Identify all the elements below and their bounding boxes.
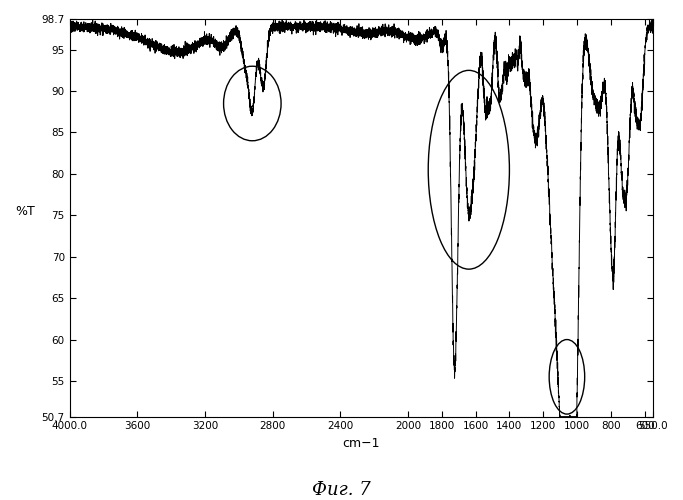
Y-axis label: %T: %T [15,205,35,218]
X-axis label: cm−1: cm−1 [343,437,380,450]
Text: Фиг. 7: Фиг. 7 [312,481,371,499]
